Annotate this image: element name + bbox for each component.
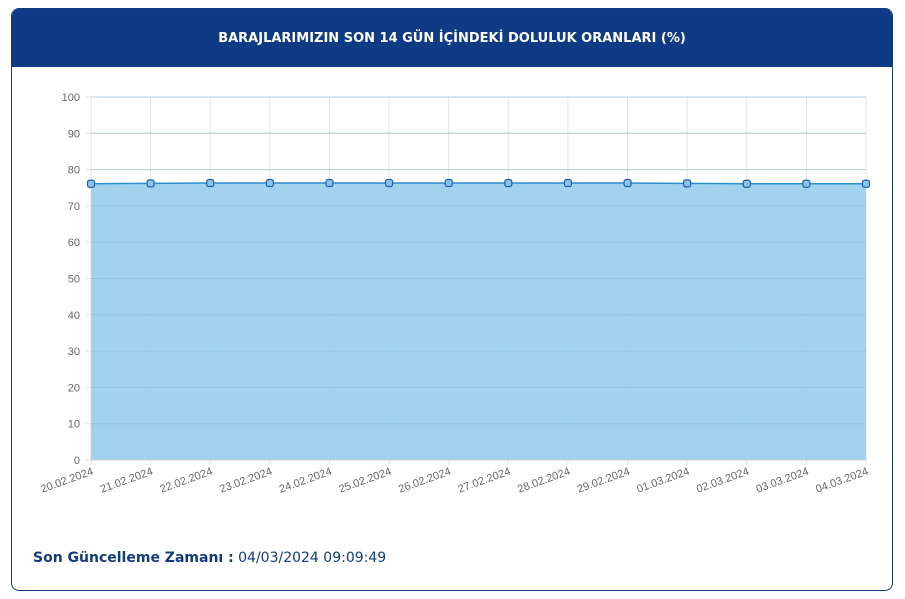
marker bbox=[206, 178, 215, 188]
x-tick-label: 22.02.2024 bbox=[158, 466, 214, 496]
x-tick-label: 26.02.2024 bbox=[397, 466, 453, 496]
y-tick-label: 80 bbox=[68, 165, 80, 177]
x-tick-label: 23.02.2024 bbox=[218, 466, 274, 496]
marker bbox=[384, 178, 394, 188]
line bbox=[90, 182, 866, 185]
y-tick-label: 90 bbox=[68, 128, 80, 140]
update-label: Son Güncelleme Zamanı : bbox=[33, 550, 234, 566]
x-tick-label: 03.03.2024 bbox=[755, 466, 811, 496]
y-tick-label: 30 bbox=[68, 346, 80, 358]
update-info: Son Güncelleme Zamanı : 04/03/2024 09:09… bbox=[33, 550, 386, 566]
marker bbox=[623, 178, 632, 188]
y-tick-label: 20 bbox=[68, 382, 80, 394]
x-tick-label: 25.02.2024 bbox=[337, 466, 393, 496]
x-tick-label: 20.02.2024 bbox=[39, 466, 95, 496]
x-tick-label: 02.03.2024 bbox=[695, 466, 751, 496]
marker bbox=[146, 179, 155, 188]
y-tick-label: 50 bbox=[68, 274, 80, 286]
x-tick-label: 27.02.2024 bbox=[456, 466, 512, 496]
marker bbox=[86, 179, 96, 188]
y-tick-label: 100 bbox=[62, 92, 80, 104]
x-tick-label: 04.03.2024 bbox=[814, 466, 870, 496]
area-fill bbox=[91, 183, 866, 460]
x-tick-label: 24.02.2024 bbox=[278, 466, 334, 496]
update-value: 04/03/2024 09:09:49 bbox=[238, 550, 387, 566]
x-tick-label: 29.02.2024 bbox=[576, 466, 632, 496]
card: BARAJLARIMIZIN SON 14 GÜN İÇİNDEKİ DOLUL… bbox=[11, 8, 893, 591]
marker bbox=[742, 179, 751, 188]
y-tick-label: 10 bbox=[68, 419, 80, 431]
marker bbox=[802, 179, 811, 188]
y-tick-label: 70 bbox=[68, 201, 80, 213]
y-tick-label: 40 bbox=[68, 310, 80, 322]
marker bbox=[444, 178, 453, 188]
marker bbox=[265, 178, 274, 188]
marker bbox=[504, 178, 513, 188]
card-header: BARAJLARIMIZIN SON 14 GÜN İÇİNDEKİ DOLUL… bbox=[12, 9, 892, 67]
marker bbox=[325, 178, 334, 188]
marker bbox=[683, 179, 692, 188]
marker bbox=[861, 179, 871, 188]
y-tick-label: 60 bbox=[68, 237, 80, 249]
x-tick-label: 01.03.2024 bbox=[635, 466, 691, 496]
x-tick-label: 21.02.2024 bbox=[99, 466, 155, 496]
x-tick-label: 28.02.2024 bbox=[516, 466, 572, 496]
marker bbox=[563, 178, 573, 188]
y-tick-label: 0 bbox=[74, 455, 80, 467]
